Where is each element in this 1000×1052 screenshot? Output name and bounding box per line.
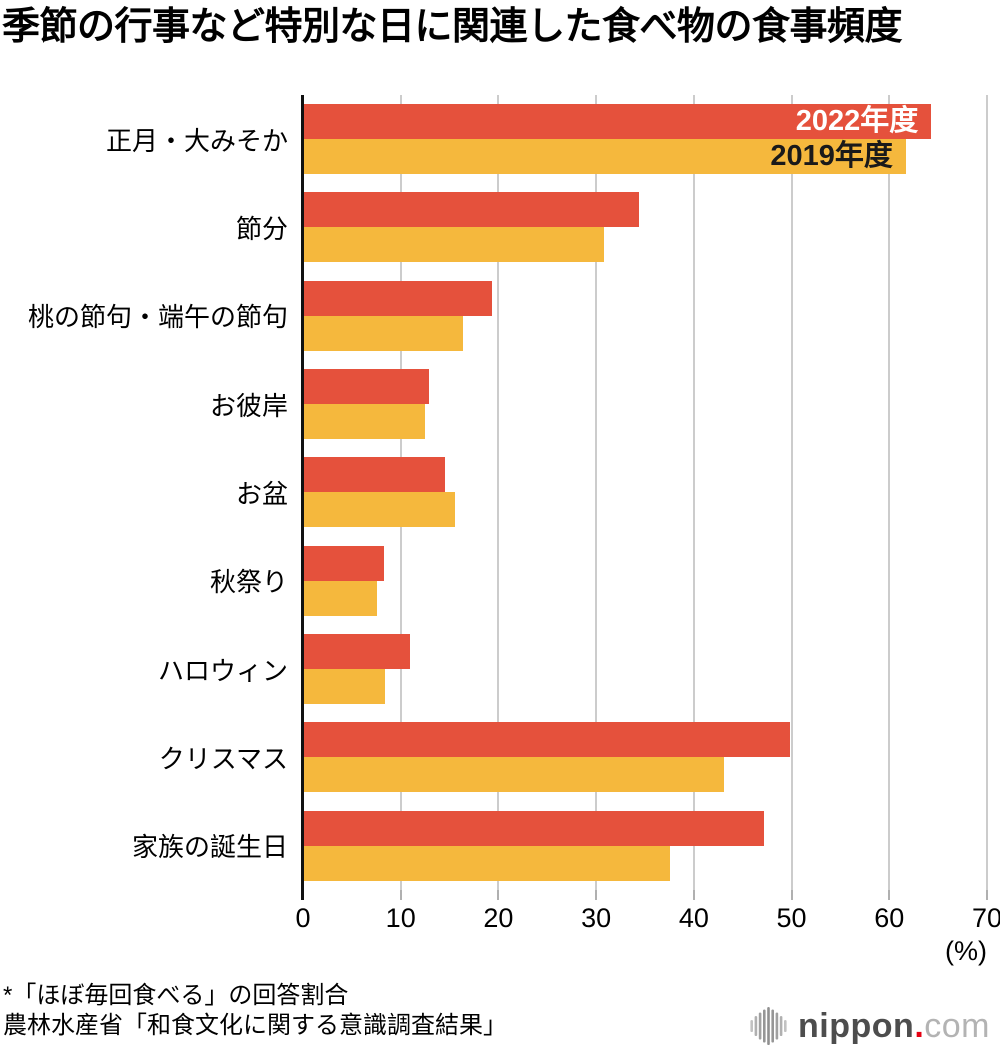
plot-area: 2022年度 2019年度 [303, 95, 988, 890]
category-label-ハロウィン: ハロウィン [157, 655, 288, 686]
footnote-response-share: *「ほぼ毎回食べる」の回答割合 [3, 982, 349, 1009]
bar-row [303, 272, 987, 360]
gridline-20 [497, 95, 500, 890]
gridline-70 [986, 95, 988, 890]
category-label-桃の節句・端午の節句: 桃の節句・端午の節句 [27, 302, 288, 333]
bar-2019年度-節分 [303, 227, 604, 263]
x-tick-20 [497, 890, 500, 900]
footnote-source: 農林水産省「和食文化に関する意識調査結果」 [3, 1012, 507, 1039]
bar-row: 2022年度 2019年度 [303, 95, 987, 183]
category-label-家族の誕生日: 家族の誕生日 [131, 832, 288, 863]
x-tick-label-0: 0 [295, 903, 311, 933]
x-tick-60 [888, 890, 891, 900]
gridline-60 [888, 95, 891, 890]
bar-2022年度-ハロウィン [303, 634, 411, 670]
soundwave-fan-icon [750, 1007, 787, 1045]
legend-label-2019年度: 2019年度 [770, 140, 893, 173]
bar-2022年度-正月・大みそか: 2022年度 [303, 104, 932, 140]
x-tick-label-60: 60 [874, 903, 905, 933]
x-axis-unit-label: (%) [945, 936, 987, 966]
bar-2019年度-家族の誕生日 [303, 845, 671, 881]
x-tick-70 [986, 890, 988, 900]
x-tick-label-70: 70 [971, 903, 1000, 933]
brand-name-bold: nippon [798, 1007, 915, 1045]
category-label-お盆: お盆 [235, 478, 288, 509]
bar-2022年度-秋祭り [303, 545, 385, 581]
gridline-40 [692, 95, 695, 890]
category-label-節分: 節分 [235, 213, 288, 244]
category-label-お彼岸: お彼岸 [209, 390, 288, 421]
x-tick-50 [790, 890, 793, 900]
bar-row [303, 713, 987, 801]
bar-2019年度-正月・大みそか: 2019年度 [303, 139, 906, 175]
x-axis-tick-labels: 0 10 20 30 40 50 60 70 [295, 903, 1000, 935]
bar-2022年度-お彼岸 [303, 369, 430, 405]
bar-row [303, 625, 987, 713]
bar-row [303, 360, 987, 448]
bar-row [303, 537, 987, 625]
x-tick-label-20: 20 [483, 903, 514, 933]
bar-2022年度-お盆 [303, 457, 445, 493]
bar-2022年度-節分 [303, 192, 640, 228]
x-tick-10 [399, 890, 402, 900]
bar-2019年度-桃の節句・端午の節句 [303, 315, 464, 351]
brand-wordmark: nippon.com [798, 1003, 990, 1049]
x-tick-label-30: 30 [581, 903, 612, 933]
category-label-正月・大みそか: 正月・大みそか [105, 125, 288, 156]
bar-2019年度-お盆 [303, 492, 456, 528]
category-label-秋祭り: 秋祭り [209, 567, 288, 598]
legend-label-2022年度: 2022年度 [795, 105, 919, 138]
bar-2019年度-お彼岸 [303, 404, 426, 440]
category-labels: 正月・大みそか節分桃の節句・端午の節句お彼岸お盆秋祭りハロウィンクリスマス家族の… [0, 95, 288, 890]
brand-dot: . [914, 1007, 925, 1045]
x-axis-ticks [303, 890, 988, 900]
gridline-50 [790, 95, 793, 890]
brand-name-light: com [924, 1007, 990, 1045]
bar-rows: 2022年度 2019年度 [303, 95, 987, 890]
category-label-クリスマス: クリスマス [158, 743, 288, 774]
bar-row [303, 802, 987, 890]
bar-2022年度-クリスマス [303, 722, 790, 758]
bar-row [303, 183, 987, 271]
bar-2019年度-ハロウィン [303, 669, 386, 705]
x-tick-30 [595, 890, 598, 900]
x-tick-label-40: 40 [678, 903, 709, 933]
bar-2019年度-クリスマス [303, 757, 725, 793]
gridline-30 [595, 95, 598, 890]
bar-2022年度-桃の節句・端午の節句 [303, 280, 492, 316]
y-axis-line [301, 95, 304, 900]
nippon-com-logo: nippon.com [749, 1003, 990, 1049]
bar-2022年度-家族の誕生日 [303, 810, 765, 846]
bar-row [303, 448, 987, 536]
x-tick-label-50: 50 [776, 903, 807, 933]
page-title: 季節の行事など特別な日に関連した食べ物の食事頻度 [2, 6, 903, 48]
x-tick-40 [692, 890, 695, 900]
x-tick-label-10: 10 [385, 903, 416, 933]
bar-2019年度-秋祭り [303, 580, 378, 616]
footnotes: *「ほぼ毎回食べる」の回答割合 農林水産省「和食文化に関する意識調査結果」 [3, 981, 507, 1041]
